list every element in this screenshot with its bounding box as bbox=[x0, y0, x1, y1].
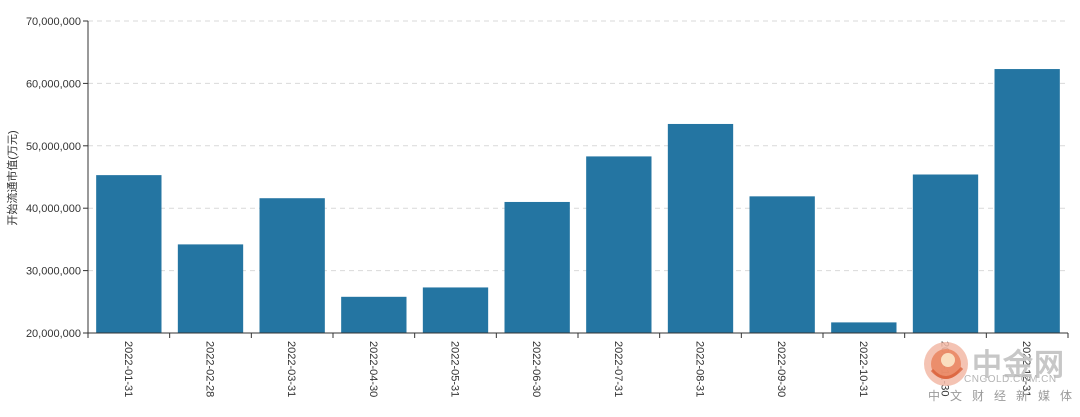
x-tick-label: 2022-05-31 bbox=[449, 341, 461, 397]
bar-2022-04-30[interactable] bbox=[341, 296, 407, 333]
y-tick-label: 20,000,000 bbox=[26, 328, 81, 340]
x-tick-label: 2022-08-31 bbox=[694, 341, 706, 397]
y-tick-label: 70,000,000 bbox=[26, 16, 81, 28]
cngold-logo-icon bbox=[924, 342, 968, 386]
y-tick-label: 30,000,000 bbox=[26, 266, 81, 278]
watermark-brand: 中金网 bbox=[972, 348, 1065, 383]
bar-2022-03-31[interactable] bbox=[259, 198, 325, 333]
x-tick-label: 2022-07-31 bbox=[612, 341, 624, 397]
watermark: 中金网 CNGOLD.COM.CN 中文财经新媒体 bbox=[918, 338, 1072, 406]
bar-2022-02-28[interactable] bbox=[177, 244, 244, 333]
y-axis-label: 开始流通市值(万元) bbox=[5, 130, 19, 225]
grid-lines bbox=[88, 20, 1068, 272]
bar-2022-01-31[interactable] bbox=[96, 175, 162, 333]
y-tick-label: 60,000,000 bbox=[26, 78, 81, 90]
bar-2022-08-31[interactable] bbox=[667, 123, 734, 334]
y-tick-labels: 20,000,000 30,000,000 40,000,000 50,000,000… bbox=[26, 16, 88, 340]
x-tick-label: 2022-03-31 bbox=[285, 341, 297, 397]
bar-2022-05-31[interactable] bbox=[422, 287, 489, 333]
x-tick-label: 2022-12-31 bbox=[1020, 341, 1032, 397]
x-tick-label: 2022-02-28 bbox=[204, 341, 216, 397]
bar-2022-12-31[interactable] bbox=[994, 69, 1060, 333]
y-tick-label: 40,000,000 bbox=[26, 203, 81, 215]
bars bbox=[96, 69, 1060, 334]
x-tick-label: 2022-04-30 bbox=[367, 341, 379, 397]
bar-2022-10-31[interactable] bbox=[831, 322, 897, 333]
x-tick-label: 2022-09-30 bbox=[775, 341, 787, 397]
x-tick-label: 2022-10-31 bbox=[857, 341, 869, 397]
bar-2022-06-30[interactable] bbox=[504, 201, 570, 333]
watermark-domain: CNGOLD.COM.CN bbox=[964, 374, 1057, 385]
x-tick-labels: 2022-01-31 2022-02-28 2022-03-31 2022-04-30… bbox=[87, 333, 1069, 397]
bar-2022-07-31[interactable] bbox=[586, 156, 652, 333]
x-tick-label: 2022-06-30 bbox=[530, 341, 542, 397]
y-tick-label: 50,000,000 bbox=[26, 141, 81, 153]
watermark-tagline: 中文财经新媒体 bbox=[928, 389, 1080, 403]
bar-2022-09-30[interactable] bbox=[749, 196, 815, 333]
x-tick-label: 2022-01-31 bbox=[122, 341, 134, 397]
bar-2022-11-30[interactable] bbox=[912, 174, 979, 333]
